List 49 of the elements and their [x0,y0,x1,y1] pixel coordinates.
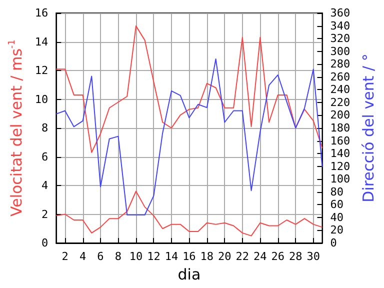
x-tick-label: 12 [147,250,160,263]
x-tick-label: 28 [289,250,302,263]
x-axis-title: dia [178,266,201,284]
y2-axis-title: Direcció del vent / ° [360,54,378,202]
y2-tick-label: 300 [330,44,350,58]
y2-tick-label: 240 [330,83,350,96]
y-tick-label: 16 [34,6,48,20]
y2-tick-label: 60 [330,198,344,212]
y2-tick-label: 100 [330,172,350,186]
y-axis-title: Velocitat del vent / ms-1 [8,40,26,216]
y2-tick-label: 280 [330,58,350,71]
line-series [56,58,323,216]
y-tick-label: 10 [34,92,48,106]
y-tick-label: 6 [42,150,48,164]
y2-tick-label: 180 [330,122,350,134]
y2-tick-label: 80 [330,185,344,198]
x-tick-label: 24 [254,250,268,263]
x-tick-label: 6 [97,250,104,263]
x-tick-label: 2 [62,250,68,263]
y2-tick-label: 360 [330,6,350,20]
x-tick-label: 20 [218,250,232,263]
y2-tick-label: 220 [330,96,350,109]
y-tick-label: 4 [42,179,49,192]
y-tick-label: 0 [42,236,48,250]
y-tick-label: 8 [42,122,48,134]
y2-tick-label: 260 [330,70,350,84]
x-tick-label: 4 [79,250,86,263]
y2-tick-label: 120 [330,160,350,173]
y-tick-label: 14 [34,35,49,48]
x-tick-label: 26 [271,250,285,263]
x-tick-label: 30 [306,250,320,263]
x-tick-label: 22 [236,250,250,263]
y2-tick-label: 140 [330,147,350,160]
x-tick-label: 8 [114,250,122,263]
y-tick-label: 12 [34,64,48,77]
y2-tick-label: 340 [330,19,350,32]
y2-tick-label: 160 [330,134,350,148]
x-tick-label: 10 [129,250,143,263]
y2-tick-label: 320 [330,32,350,46]
line-series [56,190,323,236]
y2-tick-label: 0 [330,236,337,250]
x-tick-label: 14 [164,250,178,263]
y2-tick-label: 20 [330,224,344,237]
line-series [56,25,323,153]
y-tick-label: 2 [42,208,48,221]
y2-tick-label: 40 [330,210,344,224]
y2-tick-label: 200 [330,108,350,122]
x-tick-label: 16 [182,250,196,263]
x-tick-label: 18 [200,250,214,263]
